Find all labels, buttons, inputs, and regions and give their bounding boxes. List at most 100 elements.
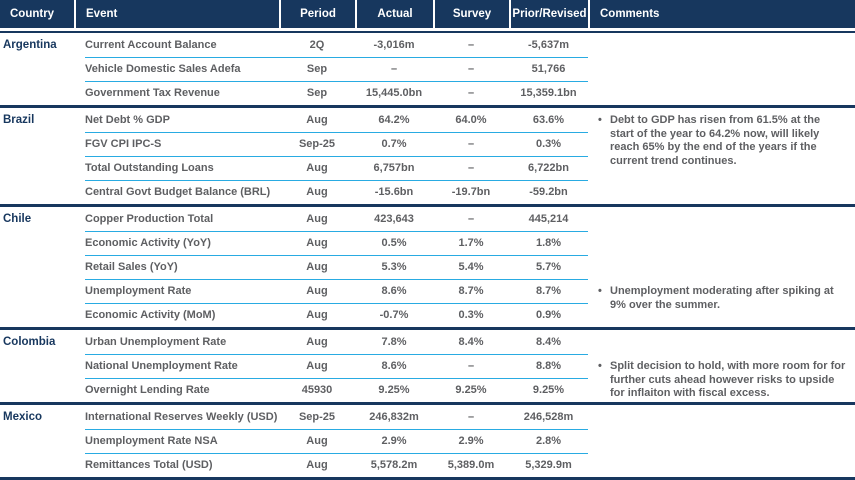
bullet-icon: • [598,285,602,297]
table-row: FGV CPI IPC-S Sep-25 0.7% – 0.3% [0,132,855,157]
actual-cell: 0.7% [381,138,407,150]
prior-revised-cell: 246,528m [523,411,574,423]
table-row: Mexico International Reserves Weekly (USD… [0,405,855,430]
row-divider-line [85,278,588,280]
actual-cell: -3,016m [373,39,415,51]
event-cell: Unemployment Rate [85,285,192,297]
column-header-event: Event [74,0,279,28]
actual-cell: 6,757bn [373,162,415,174]
table-row: Unemployment Rate Aug 8.6% 8.7% 8.7% [0,279,855,304]
row-divider-line [85,377,588,379]
row-divider-line [85,179,588,181]
prior-revised-cell: 0.9% [535,309,562,321]
event-cell: Unemployment Rate NSA [85,435,218,447]
column-header-actual: Actual [355,0,433,28]
table-row: Colombia Urban Unemployment Rate Aug 7.8% 8.… [0,330,855,355]
table-row: Total Outstanding Loans Aug 6,757bn – 6,722b… [0,156,855,181]
period-cell: Aug [306,213,328,225]
event-cell: National Unemployment Rate [85,360,238,372]
actual-cell: 2.9% [381,435,407,447]
row-divider-line [85,302,588,304]
survey-cell: 8.4% [458,336,484,348]
event-cell: Overnight Lending Rate [85,384,210,396]
country-label: Mexico [3,411,42,423]
comments-cell [588,180,855,204]
row-divider-line [85,254,588,256]
table-row: Economic Activity (MoM) Aug -0.7% 0.3% 0.9% [0,303,855,327]
period-cell: 2Q [309,39,325,51]
event-cell: Economic Activity (YoY) [85,237,211,249]
country-section-brazil: Brazil Net Debt % GDP Aug 64.2% 64.0% 63.6% FG… [0,108,855,207]
event-cell: Current Account Balance [85,39,217,51]
event-cell: Retail Sales (YoY) [85,261,178,273]
period-cell: Aug [306,237,328,249]
survey-cell: – [467,213,475,225]
period-cell: Sep-25 [298,411,336,423]
event-cell: FGV CPI IPC-S [85,138,162,150]
country-label: Chile [3,213,32,225]
country-label [0,132,74,156]
survey-cell: 1.7% [458,237,484,249]
row-divider-line [85,80,588,82]
bullet-icon: • [598,360,602,372]
country-label [0,57,74,81]
comments-cell [588,207,855,231]
period-cell: Aug [306,285,328,297]
survey-cell: – [467,63,475,75]
prior-revised-cell: 9.25% [532,384,565,396]
prior-revised-cell: 2.8% [535,435,562,447]
table-body: Argentina Current Account Balance 2Q -3,016… [0,31,855,477]
comments-cell [588,255,855,279]
actual-cell: – [390,63,398,75]
table-row: Government Tax Revenue Sep 15,445.0bn – 15,3… [0,81,855,105]
country-label [0,303,74,327]
comment-note: • Unemployment moderating after spiking a… [598,285,846,312]
comment-text: Unemployment moderating after spiking at… [610,285,834,311]
table-row: National Unemployment Rate Aug 8.6% – 8.8% [0,354,855,379]
period-cell: Sep-25 [298,138,336,150]
survey-cell: – [467,162,475,174]
comments-cell [588,33,855,57]
actual-cell: 9.25% [378,384,410,396]
survey-cell: -19.7bn [451,186,491,198]
country-label [0,279,74,303]
column-header-prior-revised: Prior/Revised [509,0,588,28]
survey-cell: – [467,87,475,99]
country-label [0,453,74,477]
country-label [0,255,74,279]
country-section-chile: Chile Copper Production Total Aug 423,643 – 4… [0,207,855,330]
period-cell: Aug [306,336,328,348]
actual-cell: 0.5% [381,237,407,249]
table-row: Chile Copper Production Total Aug 423,643 – 4… [0,207,855,232]
column-header-country: Country [10,8,55,20]
survey-cell: – [467,138,475,150]
period-cell: Aug [306,309,328,321]
column-header-comments: Comments [588,0,855,28]
actual-cell: 64.2% [378,114,410,126]
event-cell: Urban Unemployment Rate [85,336,227,348]
country-label: Brazil [3,114,35,126]
survey-cell: 5,389.0m [447,459,495,471]
period-cell: Aug [306,186,328,198]
period-cell: Aug [306,435,328,447]
event-cell: Remittances Total (USD) [85,459,213,471]
period-cell: Sep [306,63,328,75]
row-divider-line [85,155,588,157]
prior-revised-cell: 0.3% [535,138,562,150]
period-cell: Aug [306,114,328,126]
comments-cell [588,453,855,477]
survey-cell: – [467,411,475,423]
period-cell: 45930 [301,384,333,396]
country-label [0,429,74,453]
row-divider-line [85,452,588,454]
country-label [0,156,74,180]
period-cell: Sep [306,87,328,99]
row-divider-line [85,353,588,355]
actual-cell: 8.6% [381,360,407,372]
survey-cell: 0.3% [458,309,484,321]
actual-cell: -15.6bn [374,186,414,198]
survey-cell: – [467,360,475,372]
bullet-icon: • [598,114,602,126]
actual-cell: 7.8% [381,336,407,348]
survey-cell: 9.25% [455,384,487,396]
